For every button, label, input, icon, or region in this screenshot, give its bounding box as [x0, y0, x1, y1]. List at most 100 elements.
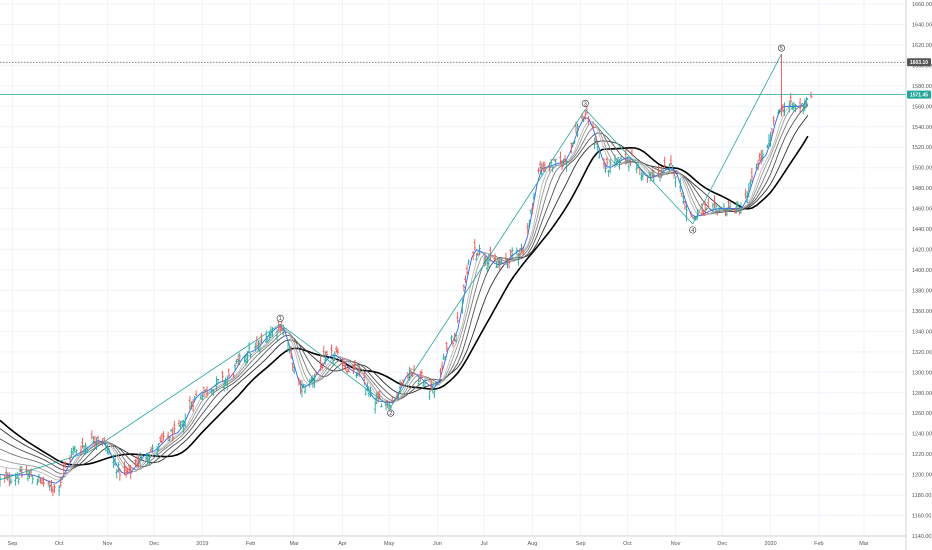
ohlc-bar: [313, 373, 316, 388]
ohlc-bar: [767, 133, 771, 148]
ohlc-bar: [433, 390, 436, 399]
ohlc-bar: [495, 260, 498, 268]
ohlc-bar: [691, 216, 694, 219]
ohlc-bar: [25, 465, 28, 475]
ohlc-bar: [170, 428, 173, 432]
ohlc-bar: [380, 403, 383, 408]
ohlc-bar: [246, 350, 249, 364]
ohlc-bar: [222, 380, 226, 392]
ohlc-bar: [722, 203, 726, 212]
ohlc-bar: [707, 198, 710, 208]
x-tick-label: Dec: [149, 541, 159, 547]
ohlc-bar: [570, 142, 573, 154]
ohlc-bar: [500, 257, 503, 265]
ohlc-bar: [735, 201, 738, 214]
ohlc-bar: [769, 131, 772, 147]
ohlc-bar: [641, 171, 645, 181]
ohlc-bar: [532, 192, 536, 204]
ohlc-bar: [384, 401, 388, 411]
ohlc-bar: [674, 176, 677, 188]
wave-label-circle: [777, 44, 785, 52]
ohlc-bar: [573, 141, 576, 144]
ohlc-bar: [204, 389, 207, 392]
ohlc-bar: [809, 91, 813, 99]
ohlc-bar: [467, 259, 470, 265]
ohlc-bar: [398, 380, 402, 394]
ohlc-bar: [565, 160, 568, 172]
ohlc-bar: [288, 345, 291, 354]
ohlc-bar: [260, 333, 263, 345]
ohlc-bar: [8, 472, 11, 487]
ohlc-bar: [705, 207, 708, 211]
ohlc-bar: [226, 375, 229, 391]
ohlc-bar: [344, 363, 347, 371]
ohlc-bar: [184, 413, 187, 428]
ohlc-bar: [171, 427, 174, 442]
ohlc-bar: [160, 433, 164, 445]
ohlc-bar: [257, 340, 260, 351]
ohlc-bar: [755, 163, 758, 169]
ma-line: [0, 102, 809, 481]
ohlc-bar: [342, 358, 346, 367]
ohlc-bar: [778, 109, 782, 114]
x-tick-label: Aug: [527, 541, 537, 547]
ohlc-bar: [766, 144, 769, 149]
y-tick-label: 1540.00: [912, 125, 932, 131]
ohlc-bar: [37, 473, 41, 483]
ohlc-bar: [758, 152, 761, 161]
y-tick-label: 1660.00: [912, 2, 932, 8]
ohlc-bar: [803, 98, 807, 112]
ohlc-bar: [106, 444, 109, 455]
y-tick-label: 1440.00: [912, 227, 932, 233]
ohlc-bar: [450, 334, 453, 343]
ohlc-bar: [679, 178, 682, 192]
x-tick-label: Sep: [576, 541, 586, 547]
ohlc-bar: [84, 442, 87, 455]
ohlc-bar: [28, 470, 31, 479]
ohlc-bar: [113, 457, 117, 466]
ohlc-bar: [299, 379, 302, 395]
ohlc-bar: [520, 243, 523, 253]
ohlc-bar: [47, 480, 50, 487]
ohlc-bar: [529, 209, 533, 215]
ohlc-bar: [661, 167, 665, 175]
ohlc-bar: [663, 156, 666, 168]
x-tick-label: 2019: [196, 541, 208, 547]
ohlc-bar: [800, 103, 803, 106]
ohlc-bar: [48, 480, 52, 491]
ohlc-bar: [180, 420, 184, 426]
ohlc-bar: [148, 453, 151, 466]
ohlc-bar: [104, 441, 108, 452]
ohlc-bar: [619, 156, 623, 162]
ohlc-bar: [179, 420, 182, 430]
price-levels: [0, 61, 906, 95]
ohlc-bar: [325, 350, 329, 357]
ohlc-bar: [199, 394, 203, 400]
ohlc-bar: [247, 341, 251, 354]
y-tick-label: 1480.00: [912, 186, 932, 192]
ohlc-bar: [750, 167, 754, 182]
ohlc-bar: [221, 370, 224, 383]
ohlc-bar: [353, 359, 357, 370]
ohlc-bar: [507, 258, 511, 269]
ohlc-bar: [400, 382, 403, 387]
ohlc-bar: [464, 275, 467, 283]
wave-lines: [0, 53, 782, 481]
ohlc-bar: [5, 468, 8, 479]
x-tick-label: Jun: [433, 541, 442, 547]
y-tick-label: 1640.00: [912, 22, 932, 28]
ohlc-bar: [680, 192, 684, 198]
ma-line: [0, 105, 809, 471]
ohlc-bar: [780, 54, 783, 117]
ohlc-bar: [417, 376, 420, 385]
wave-label-circle: [387, 409, 395, 417]
x-tick-label: 2020: [764, 541, 776, 547]
ohlc-bar: [746, 191, 749, 204]
ohlc-bar: [149, 446, 153, 453]
ohlc-bar: [789, 93, 793, 106]
wave-label-text: 5: [780, 46, 783, 52]
y-tick-label: 1600.00: [912, 63, 932, 69]
price-badge: 1603.10: [907, 58, 931, 67]
ohlc-bar: [255, 335, 259, 348]
